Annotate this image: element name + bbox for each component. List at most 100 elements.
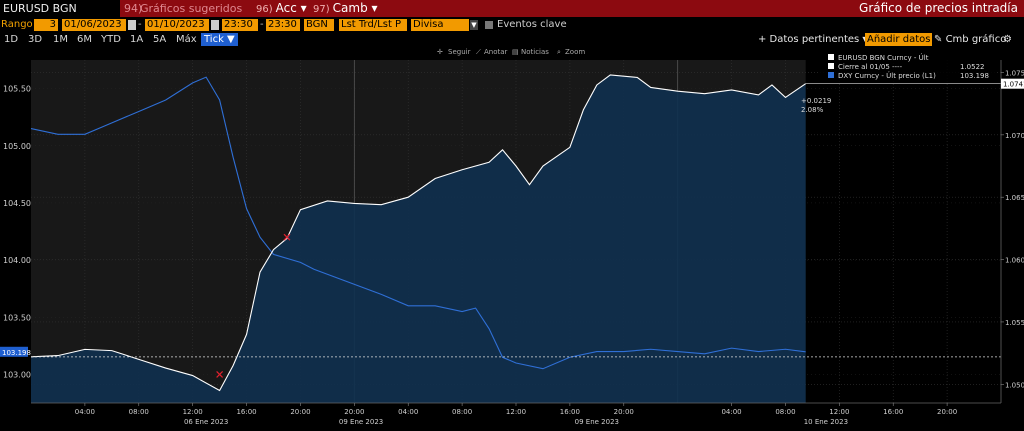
end-date-input[interactable]: 01/10/2023 [145,19,209,31]
range-value-input[interactable]: 3 [34,19,58,31]
legend-swatch-dxy [828,72,834,78]
suggested-charts-num: 94) [124,2,143,15]
range-label: Rango [1,19,33,30]
pertinent-data-button[interactable]: + Datos pertinentes ▾ [758,34,868,45]
x-axis-tick-label: 08:00 [775,408,795,416]
x-axis-tick-label: 16:00 [560,408,580,416]
calendar-icon[interactable] [128,20,136,30]
start-date-input[interactable]: 01/06/2023 [62,19,126,31]
key-events-label: Eventos clave [497,19,567,30]
annotate-icon[interactable]: ⟋ [476,48,481,56]
dxy-price-tag [0,346,28,357]
period-row: 1D 3D 1M 6M YTD 1A 5A Máx Tick ▼ + Datos… [0,33,1024,46]
right-axis-tick-label: 1.0600 [1005,257,1024,265]
x-axis-tick-label: 20:00 [937,408,957,416]
tick-select[interactable]: Tick ▼ [201,33,238,46]
suggested-charts-button[interactable]: Gráficos sugeridos [140,2,243,15]
x-axis-date-label: 09 Ene 2023 [339,418,383,426]
page-title: Gráfico de precios intradía [859,1,1018,15]
chart-legend: EURUSD BGN Curncy - Últ Cierre al 01/05 … [820,52,996,82]
period-1m[interactable]: 1M [53,34,68,45]
legend-value-close: 1.0522 [960,63,985,71]
period-1d[interactable]: 1D [4,34,19,45]
key-events-checkbox[interactable] [485,21,493,29]
legend-label-eurusd: EURUSD BGN Curncy - Últ [838,53,929,62]
time-dash: - [260,19,264,30]
chevron-down-icon: ▾ [300,1,307,15]
header-bar: EURUSD BGN Curncy 94) Gráficos sugeridos… [0,0,1024,32]
x-axis-date-label: 10 Ene 2023 [804,418,848,426]
security-field[interactable]: EURUSD BGN Curncy [0,0,120,32]
change-abs: +0.0219 [801,97,831,105]
edit-chart-button[interactable]: ✎ Cmb gráfico [934,33,1006,46]
period-1a[interactable]: 1A [130,34,144,45]
period-ytd[interactable]: YTD [101,34,121,45]
actions-button[interactable]: 96) Acc ▾ [256,0,307,17]
eurusd-price-tag [1001,78,1024,89]
eurusd-line [30,74,806,392]
calendar-icon[interactable] [211,20,219,30]
right-axis-tick-label: 1.0500 [1005,381,1024,389]
news-button[interactable]: Noticias [521,48,549,56]
pencil-icon: ✎ [934,34,943,45]
period-max[interactable]: Máx [176,34,197,45]
end-time-input[interactable]: 23:30 [266,19,300,31]
crosshair-icon[interactable]: ✛ [437,48,443,56]
right-axis-tick-label: 1.0700 [1005,132,1024,140]
currency-select[interactable]: Divisa local [411,19,469,42]
eurusd-price-tag-label: 1.0741 [1003,81,1024,89]
legend-label-close: Cierre al 01/05 ---- [838,63,903,71]
annotate-button[interactable]: Anotar [484,48,508,56]
legend-value-dxy: 103.198 [960,72,989,80]
news-icon[interactable]: ▤ [512,48,519,56]
gear-icon[interactable]: ⚙ [1003,34,1012,45]
event-marker [283,233,291,241]
left-axis-tick-label: 104.50 [3,199,31,208]
x-axis-tick-label: 08:00 [129,408,149,416]
legend-swatch-eurusd [828,54,834,60]
left-axis-tick-label: 103.00 [3,370,31,379]
left-axis-tick-label: 105.50 [3,85,31,94]
x-axis-tick-label: 08:00 [452,408,472,416]
chevron-down-icon: ▾ [371,1,378,15]
period-5a[interactable]: 5A [153,34,167,45]
edit-chart-label: Cmb gráfico [945,34,1007,45]
eurusd-area [31,74,806,403]
start-time-input[interactable]: 23:30 [222,19,258,31]
x-axis-tick-label: 04:00 [398,408,418,416]
event-marker [216,370,224,378]
change-num: 97) [313,4,330,15]
period-3d[interactable]: 3D [28,34,43,45]
x-axis-tick-label: 04:00 [721,408,741,416]
change-label: Camb [332,1,368,15]
x-axis-tick-label: 16:00 [883,408,903,416]
follow-button[interactable]: Seguir [448,48,471,56]
right-axis-tick-label: 1.0550 [1005,319,1024,327]
change-pct: 2.08% [801,106,824,114]
left-axis-tick-label: 103.50 [3,313,31,322]
period-6m[interactable]: 6M [77,34,92,45]
change-button[interactable]: 97) Camb ▾ [313,0,378,17]
x-axis-tick-label: 12:00 [183,408,203,416]
x-axis-date-label: 06 Ene 2023 [184,418,228,426]
x-axis-tick-label: 04:00 [75,408,95,416]
zoom-button[interactable]: Zoom [565,48,585,56]
date-dash: - [138,19,142,30]
right-axis-tick-label: 1.0750 [1005,69,1024,77]
zoom-icon[interactable]: ⌕ [557,48,561,56]
legend-label-dxy: DXY Curncy - Últ precio (L1) [838,71,936,80]
source-input[interactable]: BGN [304,19,334,31]
dxy-line [30,76,806,370]
add-data-button[interactable]: Añadir datos [865,33,933,46]
legend-swatch-close [828,63,834,69]
chevron-down-icon[interactable]: ▼ [470,20,478,30]
x-axis-date-label: 09 Ene 2023 [575,418,619,426]
actions-num: 96) [256,4,273,15]
left-axis-tick-label: 105.00 [3,142,31,151]
field-select[interactable]: Lst Trd/Lst P [339,19,407,31]
dxy-price-tag-label: 103.198 [2,349,31,357]
actions-label: Acc [275,1,297,15]
left-axis-tick-label: 104.00 [3,256,31,265]
x-axis-tick-label: 20:00 [614,408,634,416]
intraday-price-chart: 103.00 103.50 104.00 104.50 105.00 105.50 1.05… [0,48,1024,426]
